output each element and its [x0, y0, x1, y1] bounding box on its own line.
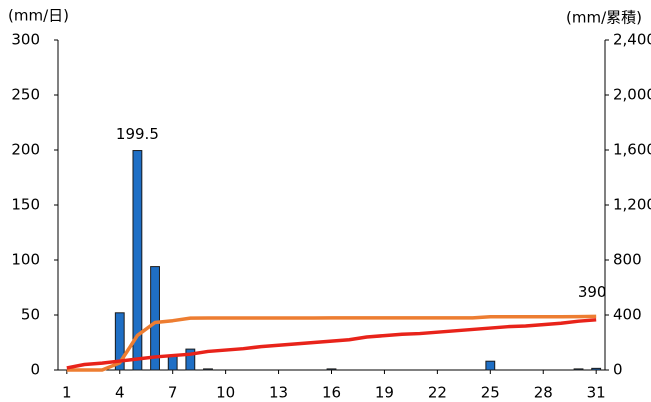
y-tick-label: 150 — [11, 196, 40, 214]
y2-tick-label: 2,000 — [613, 86, 651, 104]
y-tick-label: 250 — [11, 86, 40, 104]
y-tick-label: 200 — [11, 141, 40, 159]
x-tick-label: 25 — [481, 384, 500, 402]
bar — [185, 348, 196, 371]
y2-tick-label: 1,600 — [613, 141, 651, 159]
value-label: 199.5 — [116, 125, 159, 143]
x-tick-label: 19 — [375, 384, 394, 402]
y-axis-title: (mm/日) — [8, 7, 69, 25]
y2-tick-label: 1,200 — [613, 196, 651, 214]
y-tick-label: 0 — [30, 361, 40, 379]
line — [66, 314, 597, 372]
bar — [591, 367, 602, 371]
y-tick-label: 50 — [21, 306, 40, 324]
x-tick-label: 7 — [168, 384, 178, 402]
x-tick-label: 28 — [534, 384, 553, 402]
x-tick-label: 1 — [62, 384, 72, 402]
y2-axis-title: (mm/累積) — [566, 9, 642, 27]
y2-tick-label: 0 — [613, 361, 623, 379]
y2-tick-label: 2,400 — [613, 31, 651, 49]
x-tick-label: 31 — [587, 384, 606, 402]
x-tick-label: 10 — [216, 384, 235, 402]
y-tick-label: 300 — [11, 31, 40, 49]
value-label: 390 — [578, 283, 607, 301]
bar — [203, 368, 213, 371]
bar — [132, 150, 143, 371]
bar — [167, 355, 178, 371]
x-tick-label: 16 — [322, 384, 341, 402]
bar — [573, 368, 584, 371]
bar — [114, 312, 125, 371]
y-tick-label: 100 — [11, 251, 40, 269]
line — [66, 318, 597, 370]
bar — [326, 368, 337, 371]
bar — [485, 360, 496, 371]
bar — [150, 266, 160, 371]
y2-tick-label: 800 — [613, 251, 642, 269]
x-tick-label: 4 — [115, 384, 125, 402]
x-tick-label: 22 — [428, 384, 447, 402]
x-tick-label: 13 — [269, 384, 288, 402]
y2-tick-label: 400 — [613, 306, 642, 324]
